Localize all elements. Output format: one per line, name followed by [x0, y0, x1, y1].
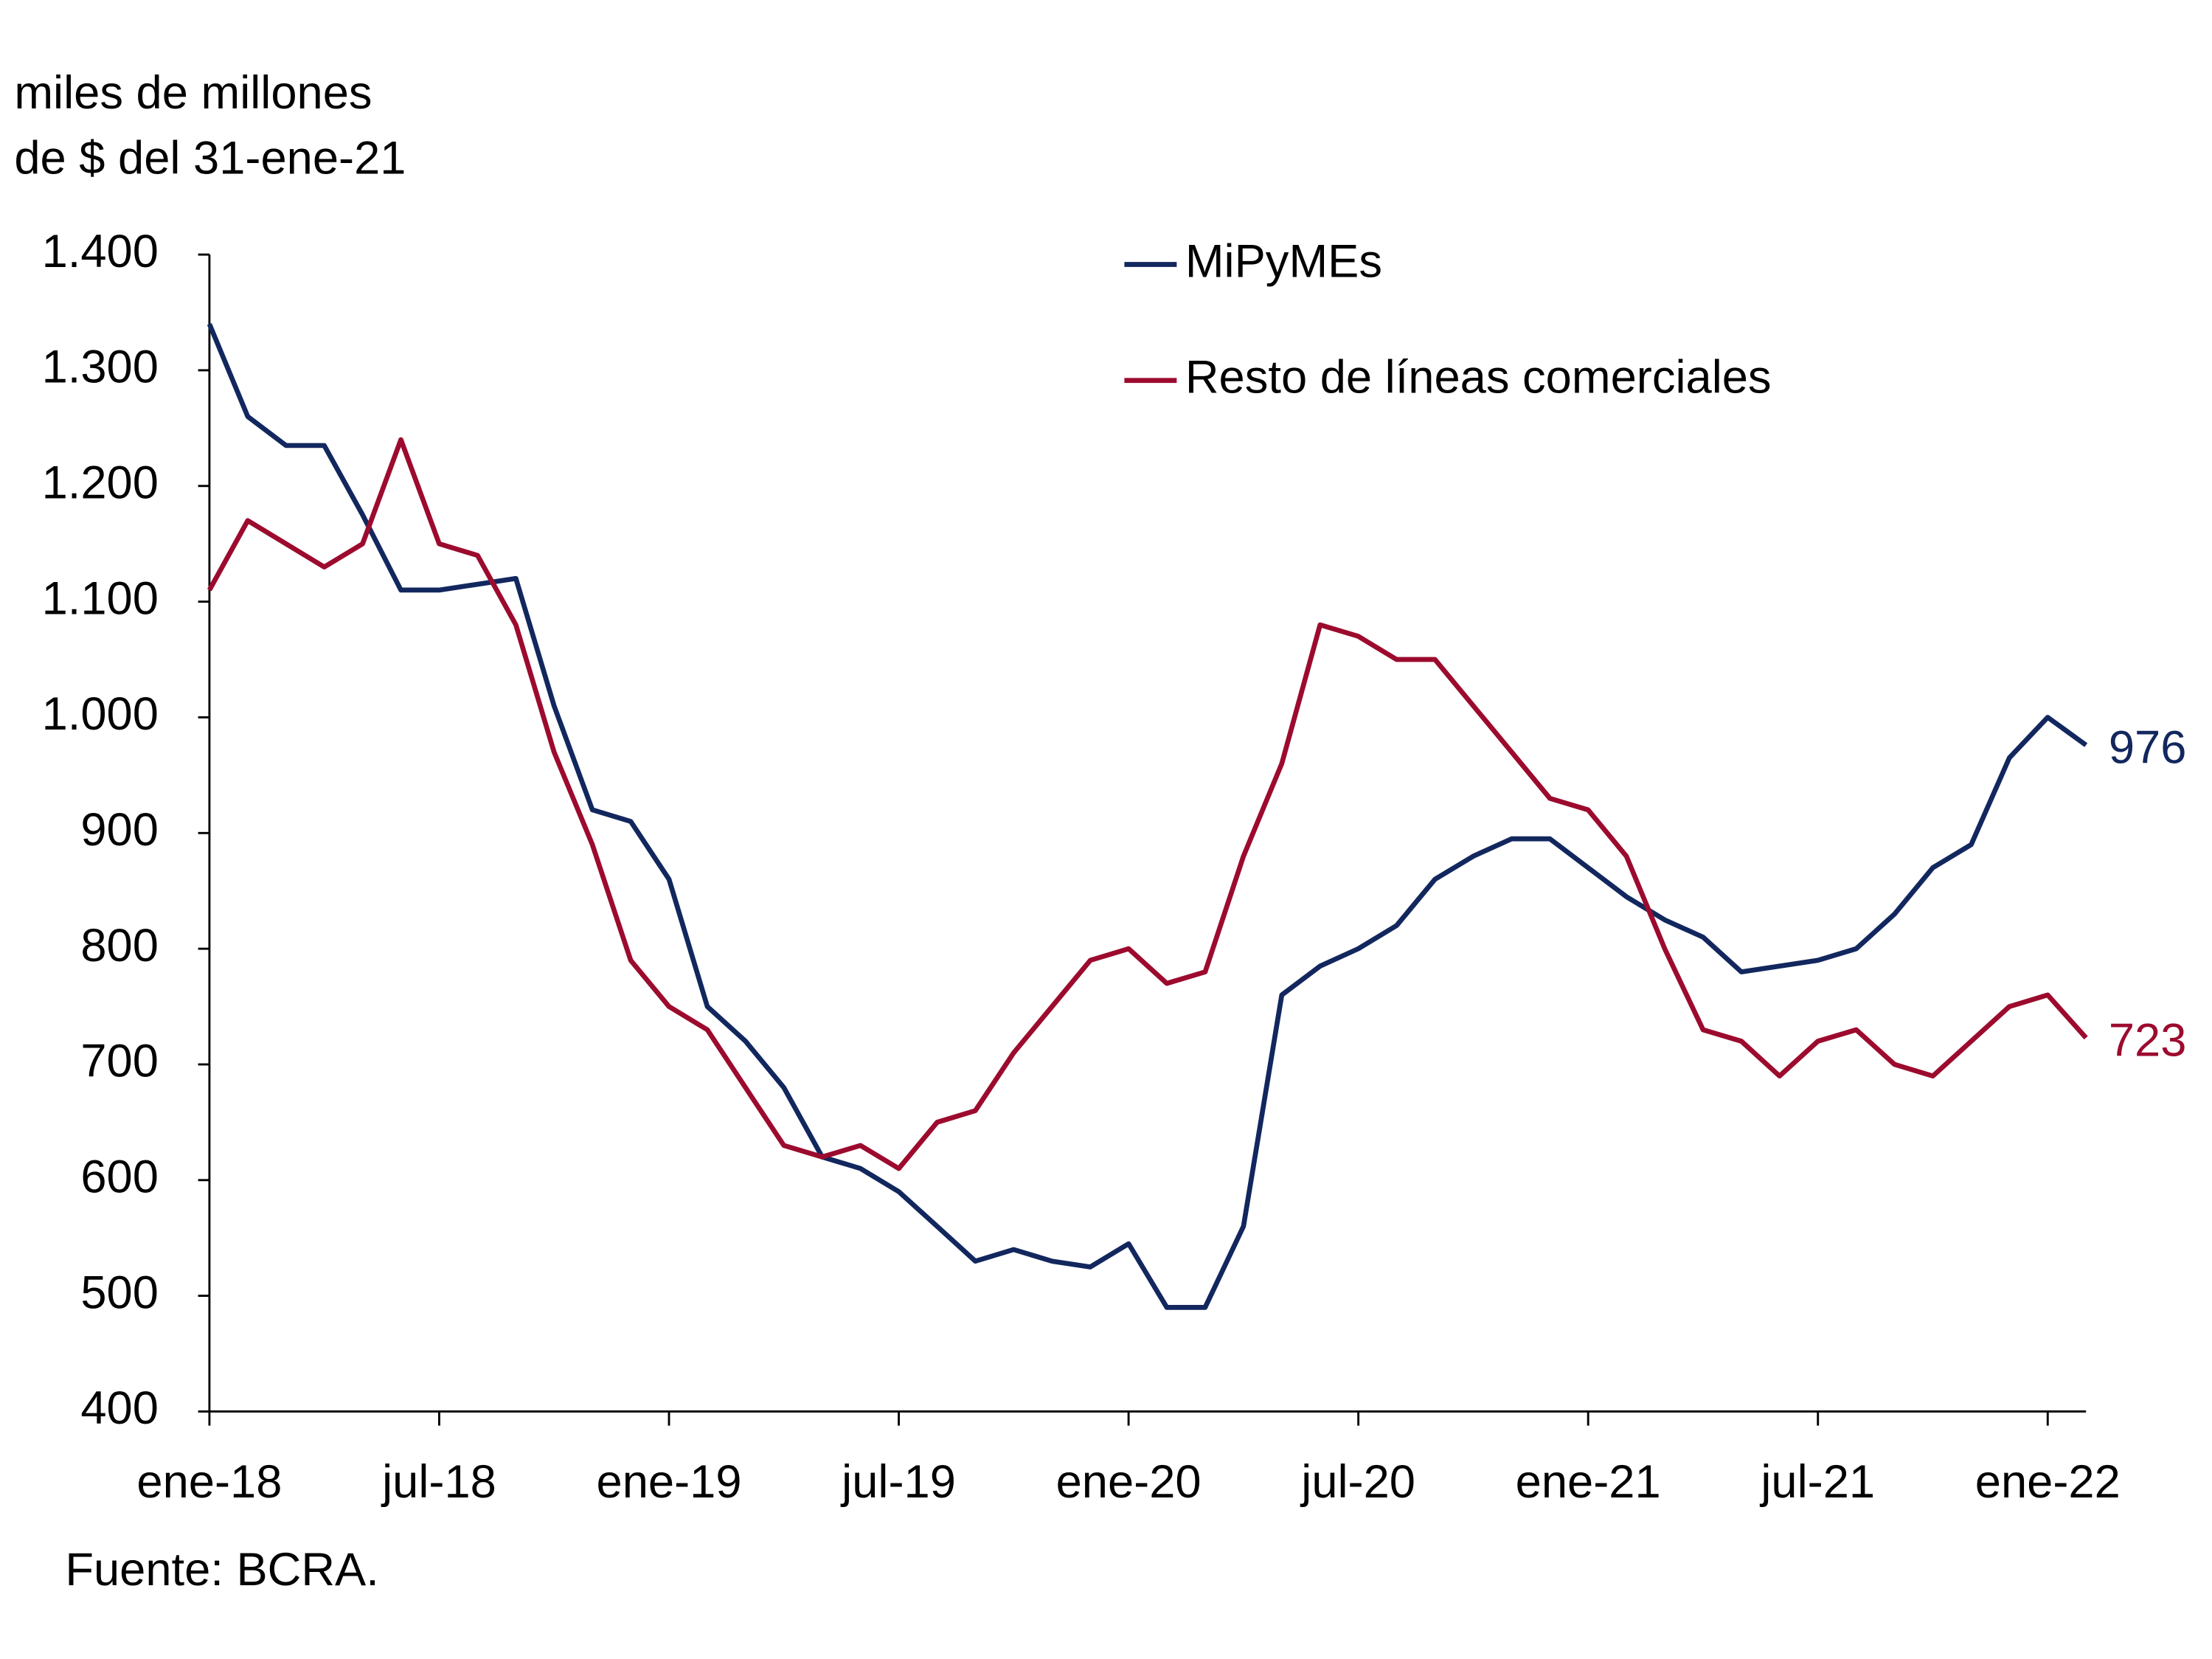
- legend-label: Resto de líneas comerciales: [1185, 351, 1772, 403]
- y-tick-label: 900: [80, 804, 159, 856]
- y-tick-label: 700: [80, 1036, 159, 1087]
- x-tick-label: jul-18: [381, 1456, 496, 1508]
- source-note: Fuente: BCRA.: [65, 1544, 378, 1596]
- y-tick-label: 1.200: [42, 457, 159, 509]
- x-tick-label: jul-19: [840, 1456, 956, 1508]
- x-tick-label: ene-22: [1975, 1456, 2121, 1508]
- y-tick-label: 1.400: [42, 226, 159, 277]
- x-tick-label: jul-21: [1759, 1456, 1875, 1508]
- series-line: [207, 322, 2088, 1310]
- y-tick-label: 1.100: [42, 572, 159, 624]
- y-axis-label: miles de millones: [14, 67, 372, 119]
- x-tick-label: ene-18: [136, 1456, 282, 1508]
- y-tick-label: 1.000: [42, 688, 159, 740]
- x-tick-label: ene-20: [1056, 1456, 1202, 1508]
- series-line: [207, 437, 2088, 1171]
- y-tick-label: 500: [80, 1267, 159, 1318]
- y-tick-label: 800: [80, 920, 159, 971]
- legend-label: MiPyMEs: [1185, 235, 1382, 287]
- y-tick-label: 600: [80, 1151, 159, 1203]
- end-label: 976: [2109, 721, 2187, 773]
- y-axis-label: de $ del 31-ene-21: [14, 132, 406, 184]
- y-tick-label: 400: [80, 1382, 159, 1434]
- y-tick-label: 1.300: [42, 342, 159, 393]
- end-label: 723: [2109, 1014, 2187, 1066]
- x-tick-label: ene-21: [1516, 1456, 1661, 1508]
- x-tick-label: jul-20: [1300, 1456, 1415, 1508]
- x-tick-label: ene-19: [597, 1456, 742, 1508]
